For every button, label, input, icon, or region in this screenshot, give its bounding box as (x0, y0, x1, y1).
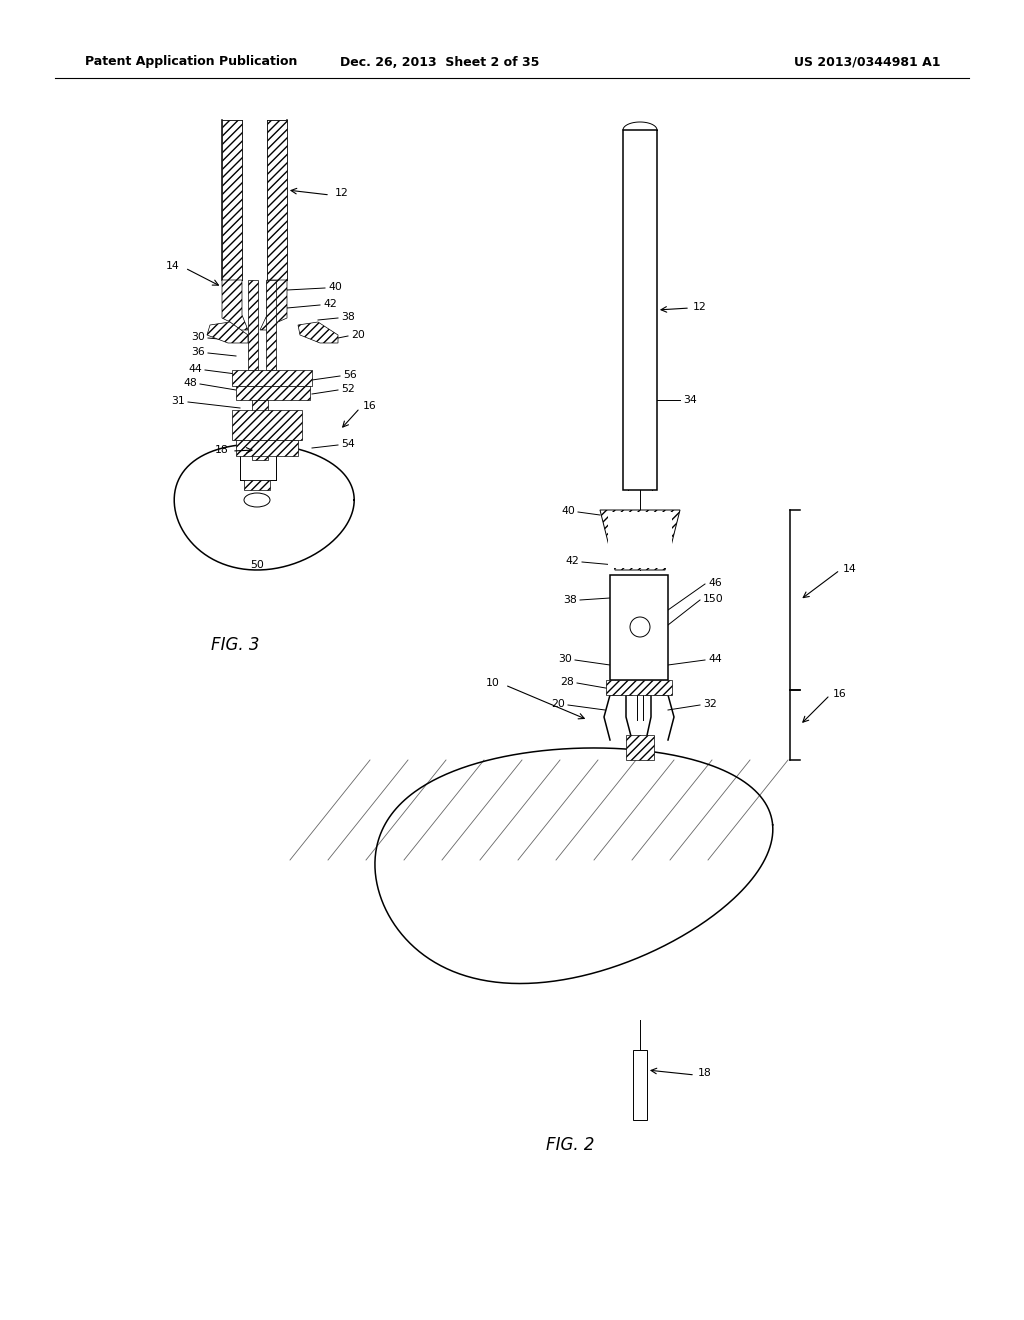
Text: FIG. 3: FIG. 3 (211, 636, 259, 653)
Text: US 2013/0344981 A1: US 2013/0344981 A1 (794, 55, 940, 69)
Bar (232, 370, 312, 385)
Text: 38: 38 (563, 595, 577, 605)
Bar (242, 120, 267, 280)
Text: 40: 40 (328, 282, 342, 292)
Bar (266, 280, 276, 370)
Text: 42: 42 (565, 556, 579, 566)
Text: 40: 40 (561, 506, 575, 516)
Bar (236, 440, 298, 455)
Bar (633, 1049, 647, 1119)
Text: 18: 18 (698, 1068, 712, 1078)
Text: 48: 48 (183, 378, 197, 388)
Text: 30: 30 (191, 333, 205, 342)
Text: 38: 38 (341, 312, 354, 322)
Polygon shape (600, 510, 680, 570)
Bar (232, 411, 302, 440)
Bar (252, 400, 268, 459)
Text: 28: 28 (560, 677, 574, 686)
Text: 52: 52 (341, 384, 354, 393)
Bar (244, 480, 270, 490)
Bar (606, 680, 672, 696)
Text: 44: 44 (188, 364, 202, 374)
Text: Dec. 26, 2013  Sheet 2 of 35: Dec. 26, 2013 Sheet 2 of 35 (340, 55, 540, 69)
Text: FIG. 2: FIG. 2 (546, 1137, 594, 1154)
Bar (608, 512, 672, 568)
Text: 50: 50 (250, 560, 264, 570)
Text: 10: 10 (486, 678, 500, 688)
Text: 150: 150 (703, 594, 724, 605)
Text: 31: 31 (171, 396, 185, 407)
Text: 16: 16 (833, 689, 847, 700)
Bar (267, 120, 287, 280)
Text: 14: 14 (166, 261, 180, 271)
Text: Patent Application Publication: Patent Application Publication (85, 55, 297, 69)
Text: 42: 42 (323, 300, 337, 309)
Polygon shape (222, 280, 248, 330)
Text: 34: 34 (683, 395, 696, 405)
Text: 20: 20 (551, 700, 565, 709)
Polygon shape (207, 322, 248, 343)
Text: 12: 12 (693, 302, 707, 312)
Bar (626, 735, 654, 760)
Text: 36: 36 (191, 347, 205, 356)
Text: 54: 54 (341, 440, 354, 449)
Text: 44: 44 (708, 653, 722, 664)
Circle shape (630, 616, 650, 638)
Text: 20: 20 (351, 330, 365, 341)
Text: 18: 18 (215, 445, 229, 455)
Bar (222, 120, 242, 280)
Ellipse shape (244, 492, 270, 507)
Text: 46: 46 (708, 578, 722, 587)
Polygon shape (260, 280, 287, 330)
Text: 14: 14 (843, 564, 857, 574)
Text: 32: 32 (703, 700, 717, 709)
Bar (610, 576, 668, 680)
Bar (236, 385, 310, 400)
Text: 30: 30 (558, 653, 572, 664)
Bar (248, 280, 258, 370)
Text: 12: 12 (335, 187, 349, 198)
Text: 56: 56 (343, 370, 356, 380)
Bar (623, 129, 657, 490)
Text: 16: 16 (362, 401, 377, 411)
Polygon shape (298, 322, 338, 343)
